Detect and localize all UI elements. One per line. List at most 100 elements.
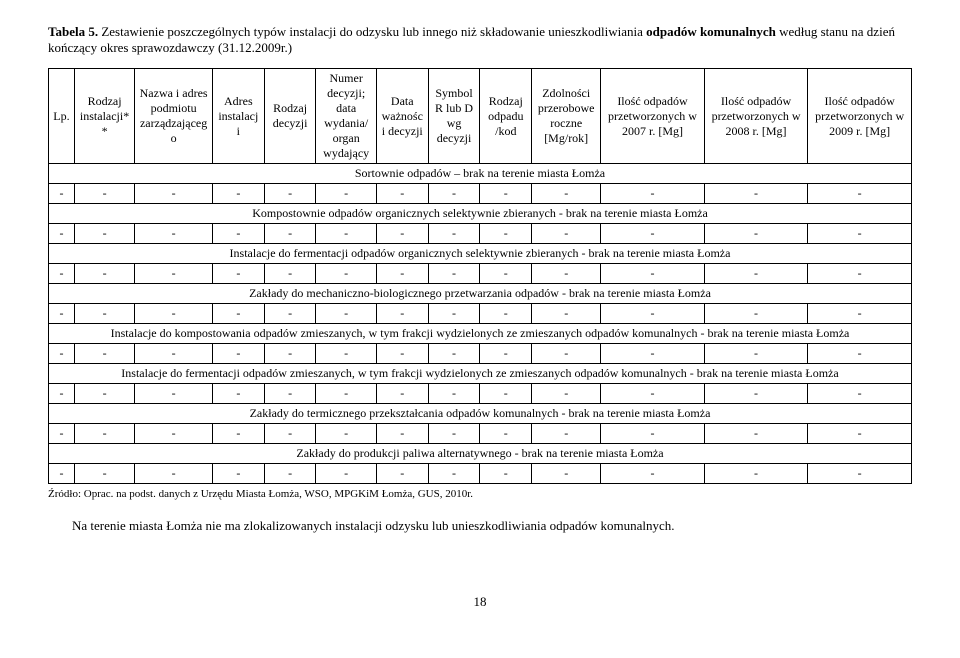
dash-cell: -	[808, 384, 912, 404]
dash-cell: -	[316, 424, 376, 444]
caption-bold-2: odpadów komunalnych	[646, 24, 776, 39]
col-adres: Adres instalacji	[212, 69, 264, 164]
dash-cell: -	[316, 264, 376, 284]
dash-cell: -	[601, 304, 705, 324]
dash-cell: -	[428, 384, 480, 404]
dash-cell: -	[212, 304, 264, 324]
col-rodzaj-dec: Rodzaj decyzji	[264, 69, 316, 164]
dash-cell: -	[264, 464, 316, 484]
dash-cell: -	[376, 224, 428, 244]
dash-cell: -	[480, 304, 532, 324]
dash-cell: -	[264, 224, 316, 244]
dash-cell: -	[532, 344, 601, 364]
dash-cell: -	[601, 264, 705, 284]
dash-cell: -	[212, 264, 264, 284]
table-label: Tabela 5.	[48, 24, 98, 39]
table-body: Sortownie odpadów – brak na terenie mias…	[49, 164, 912, 484]
dash-cell: -	[376, 424, 428, 444]
dash-cell: -	[532, 464, 601, 484]
dash-cell: -	[74, 344, 134, 364]
table-row: -------------	[49, 224, 912, 244]
table-row: -------------	[49, 384, 912, 404]
col-numer: Numer decyzji; data wydania/ organ wydaj…	[316, 69, 376, 164]
dash-cell: -	[480, 264, 532, 284]
section-cell: Zakłady do produkcji paliwa alternatywne…	[49, 444, 912, 464]
dash-cell: -	[704, 304, 808, 324]
dash-cell: -	[49, 264, 75, 284]
dash-cell: -	[532, 384, 601, 404]
dash-cell: -	[532, 224, 601, 244]
dash-cell: -	[480, 424, 532, 444]
dash-cell: -	[74, 384, 134, 404]
dash-cell: -	[264, 344, 316, 364]
dash-cell: -	[428, 264, 480, 284]
dash-cell: -	[212, 424, 264, 444]
dash-cell: -	[135, 424, 213, 444]
dash-cell: -	[316, 224, 376, 244]
section-cell: Instalacje do fermentacji odpadów organi…	[49, 244, 912, 264]
installations-table: Lp. Rodzaj instalacji** Nazwa i adres po…	[48, 68, 912, 484]
dash-cell: -	[264, 304, 316, 324]
dash-cell: -	[212, 224, 264, 244]
dash-cell: -	[704, 264, 808, 284]
table-row: -------------	[49, 184, 912, 204]
dash-cell: -	[135, 264, 213, 284]
dash-cell: -	[212, 184, 264, 204]
dash-cell: -	[808, 264, 912, 284]
dash-cell: -	[428, 184, 480, 204]
page-number: 18	[48, 594, 912, 610]
table-row: -------------	[49, 464, 912, 484]
dash-cell: -	[49, 464, 75, 484]
dash-cell: -	[74, 304, 134, 324]
table-row: -------------	[49, 424, 912, 444]
dash-cell: -	[808, 424, 912, 444]
dash-cell: -	[264, 424, 316, 444]
dash-cell: -	[601, 464, 705, 484]
dash-cell: -	[376, 304, 428, 324]
dash-cell: -	[532, 184, 601, 204]
dash-cell: -	[376, 384, 428, 404]
dash-cell: -	[704, 464, 808, 484]
dash-cell: -	[316, 464, 376, 484]
section-row: Kompostownie odpadów organicznych selekt…	[49, 204, 912, 224]
dash-cell: -	[316, 184, 376, 204]
dash-cell: -	[601, 224, 705, 244]
dash-cell: -	[704, 224, 808, 244]
table-source: Źródło: Oprac. na podst. danych z Urzędu…	[48, 488, 912, 500]
dash-cell: -	[601, 424, 705, 444]
dash-cell: -	[264, 184, 316, 204]
dash-cell: -	[135, 384, 213, 404]
dash-cell: -	[135, 184, 213, 204]
section-row: Instalacje do kompostowania odpadów zmie…	[49, 324, 912, 344]
section-row: Zakłady do termicznego przekształcania o…	[49, 404, 912, 424]
dash-cell: -	[376, 464, 428, 484]
col-lp: Lp.	[49, 69, 75, 164]
body-paragraph: Na terenie miasta Łomża nie ma zlokalizo…	[48, 518, 912, 534]
dash-cell: -	[74, 464, 134, 484]
dash-cell: -	[376, 344, 428, 364]
dash-cell: -	[704, 424, 808, 444]
dash-cell: -	[264, 264, 316, 284]
section-cell: Instalacje do fermentacji odpadów zmiesz…	[49, 364, 912, 384]
col-symbol: Symbol R lub D wg decyzji	[428, 69, 480, 164]
table-row: -------------	[49, 344, 912, 364]
dash-cell: -	[135, 344, 213, 364]
table-caption: Tabela 5. Zestawienie poszczególnych typ…	[48, 24, 912, 56]
dash-cell: -	[49, 384, 75, 404]
dash-cell: -	[808, 304, 912, 324]
dash-cell: -	[428, 424, 480, 444]
dash-cell: -	[316, 344, 376, 364]
table-row: -------------	[49, 264, 912, 284]
section-cell: Zakłady do termicznego przekształcania o…	[49, 404, 912, 424]
dash-cell: -	[532, 424, 601, 444]
dash-cell: -	[316, 304, 376, 324]
dash-cell: -	[376, 184, 428, 204]
dash-cell: -	[480, 184, 532, 204]
dash-cell: -	[480, 224, 532, 244]
dash-cell: -	[428, 224, 480, 244]
dash-cell: -	[480, 464, 532, 484]
dash-cell: -	[212, 344, 264, 364]
section-row: Instalacje do fermentacji odpadów organi…	[49, 244, 912, 264]
section-row: Zakłady do mechaniczno-biologicznego prz…	[49, 284, 912, 304]
caption-text-1: Zestawienie poszczególnych typów instala…	[98, 24, 646, 39]
